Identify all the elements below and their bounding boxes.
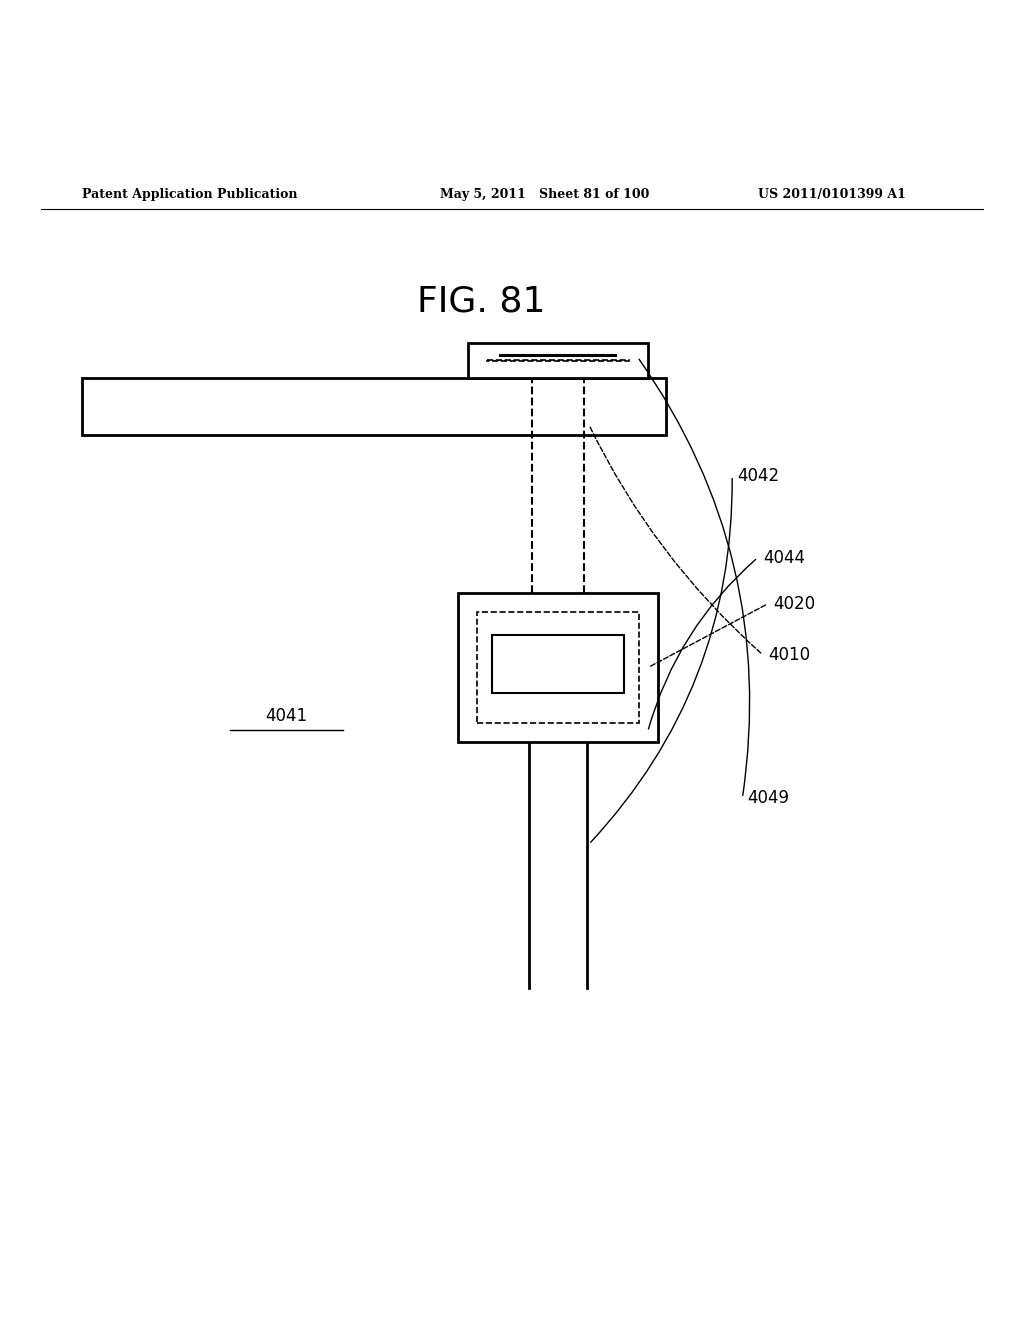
- Text: 4010: 4010: [768, 645, 810, 664]
- Text: US 2011/0101399 A1: US 2011/0101399 A1: [758, 187, 905, 201]
- Text: 4044: 4044: [763, 549, 805, 566]
- Text: May 5, 2011   Sheet 81 of 100: May 5, 2011 Sheet 81 of 100: [440, 187, 649, 201]
- Text: 4042: 4042: [737, 467, 779, 484]
- Text: 4020: 4020: [773, 595, 815, 612]
- Bar: [459, 594, 658, 742]
- Bar: [469, 343, 648, 379]
- Text: Patent Application Publication: Patent Application Publication: [82, 187, 297, 201]
- Text: FIG. 81: FIG. 81: [417, 285, 546, 318]
- Bar: [477, 612, 639, 723]
- Bar: [493, 635, 625, 693]
- Text: 4049: 4049: [748, 789, 790, 808]
- Bar: [82, 379, 666, 434]
- Text: 4041: 4041: [265, 708, 308, 725]
